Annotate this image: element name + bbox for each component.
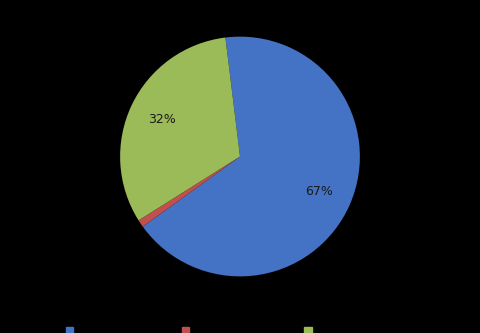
- Legend: Wages & Salaries, Employee Benefits, Operating Expenses: Wages & Salaries, Employee Benefits, Ope…: [61, 323, 419, 333]
- Wedge shape: [143, 37, 360, 276]
- Wedge shape: [139, 157, 240, 227]
- Text: 32%: 32%: [148, 113, 176, 126]
- Text: 67%: 67%: [305, 184, 333, 197]
- Wedge shape: [120, 38, 240, 220]
